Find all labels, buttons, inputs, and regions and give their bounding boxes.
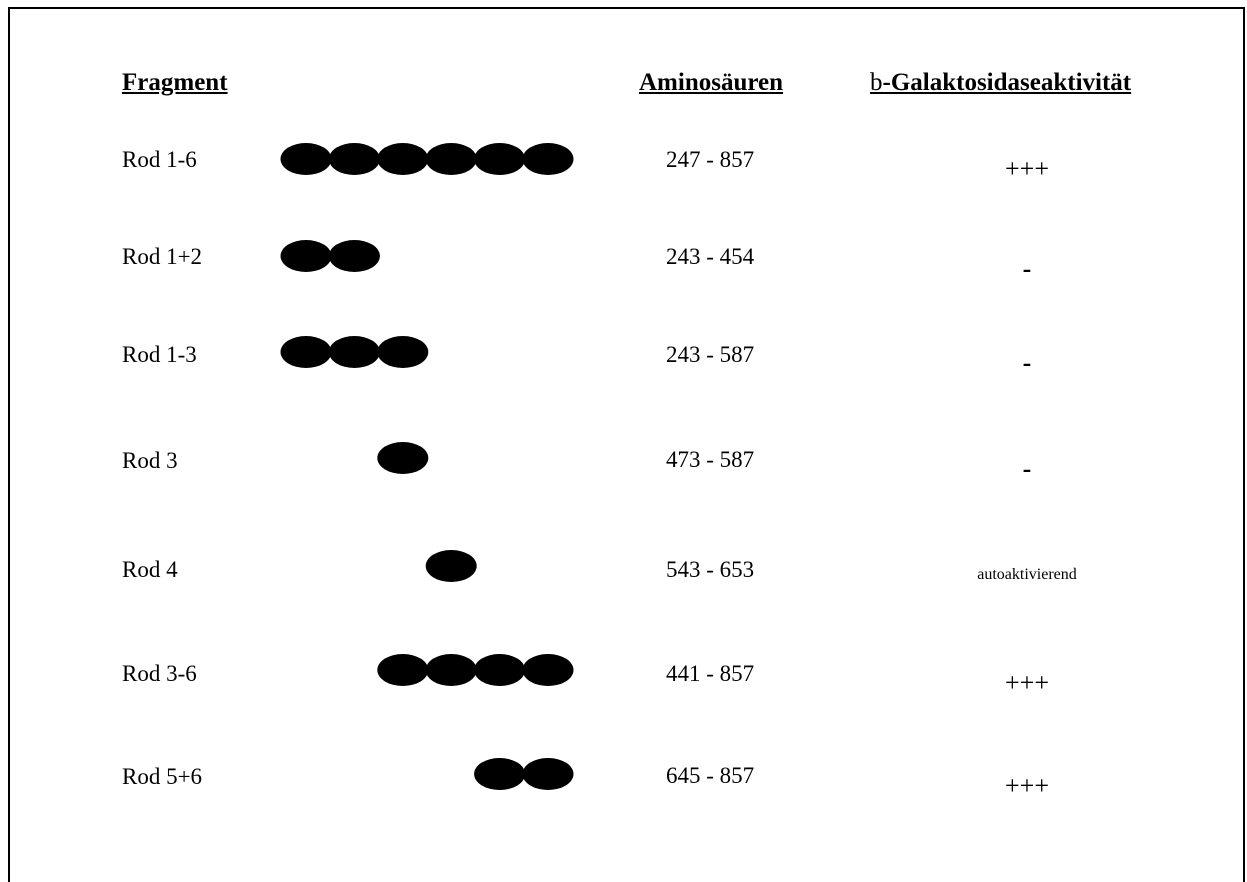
amino-range-rod-1-6: 247 - 857 <box>666 147 755 172</box>
header-amino-acids: Aminosäuren <box>639 69 784 96</box>
fragment-name-rod-3-6: Rod 3-6 <box>122 661 197 686</box>
header-activity: b-Galaktosidaseaktivität <box>870 68 1131 98</box>
fragment-name-rod-1-6: Rod 1-6 <box>122 147 197 172</box>
amino-range-rod-1-2: 243 - 454 <box>666 244 755 269</box>
amino-range-rod-3-6: 441 - 857 <box>666 661 755 686</box>
amino-range-rod-3: 473 - 587 <box>666 447 755 472</box>
amino-range-rod-5-6: 645 - 857 <box>666 763 755 788</box>
fragment-name-rod-1-3: Rod 1-3 <box>122 342 197 367</box>
fragment-name-rod-5-6: Rod 5+6 <box>122 764 203 789</box>
activity-rod-3: - <box>1022 454 1032 483</box>
amino-range-rod-4: 543 - 653 <box>666 557 755 582</box>
activity-rod-3-6: +++ <box>1005 668 1049 697</box>
activity-rod-5-6: +++ <box>1005 771 1049 800</box>
activity-rod-4: autoaktivierend <box>977 566 1077 583</box>
activity-rod-1-2: - <box>1022 254 1032 283</box>
activity-rod-1-6: +++ <box>1005 154 1049 183</box>
fragment-name-rod-4: Rod 4 <box>122 557 178 582</box>
fragment-name-rod-1-2: Rod 1+2 <box>122 244 203 269</box>
header-activity-text: -Galaktosidaseaktivität <box>882 69 1132 96</box>
amino-range-rod-1-3: 243 - 587 <box>666 342 755 367</box>
beta-symbol: b <box>870 69 883 96</box>
header-fragment: Fragment <box>122 69 228 96</box>
fragment-name-rod-3: Rod 3 <box>122 448 178 473</box>
activity-rod-1-3: - <box>1022 348 1032 377</box>
figure-frame <box>8 7 1245 882</box>
